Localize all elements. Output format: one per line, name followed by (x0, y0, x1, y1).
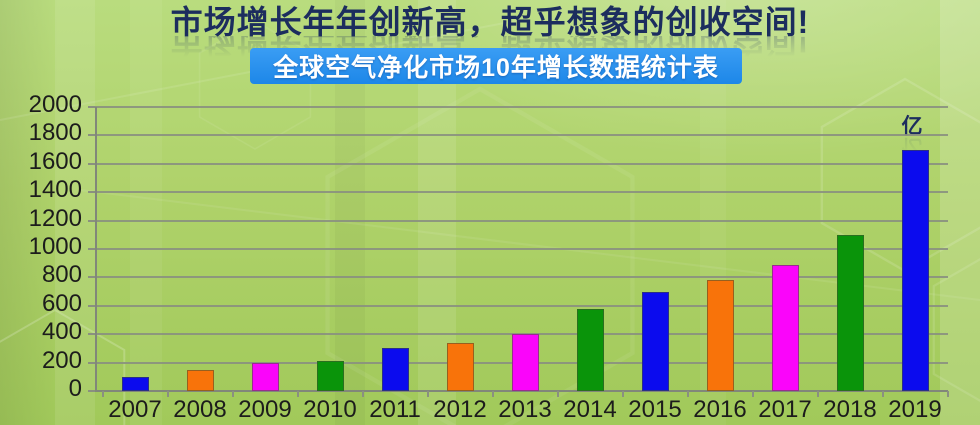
x-axis-label: 2019 (888, 396, 942, 423)
x-axis-tick (361, 391, 364, 397)
x-axis-label: 2015 (628, 396, 682, 423)
y-axis-label: 1000 (28, 233, 82, 260)
x-axis-line (95, 390, 948, 392)
x-axis-tick (556, 391, 559, 397)
page-title: 市场增长年年创新高，超乎想象的创收空间! (170, 4, 810, 40)
bar-2014 (576, 308, 604, 391)
bar-2007 (121, 376, 149, 391)
y-axis-label: 1400 (28, 176, 82, 204)
x-axis-tick (101, 391, 104, 397)
y-axis-tick (88, 134, 95, 137)
y-axis-label: 400 (41, 318, 82, 346)
x-axis-tick (231, 391, 234, 397)
unit-label: 亿 (901, 115, 923, 138)
bar-2008 (186, 369, 214, 391)
y-axis-tick (88, 191, 95, 194)
bar-2010 (316, 361, 344, 391)
bar-2016 (706, 280, 734, 391)
bar-2015 (641, 291, 669, 391)
x-axis-label: 2013 (498, 396, 552, 423)
y-axis-label: 0 (68, 375, 82, 402)
y-axis-label: 800 (41, 261, 82, 289)
x-axis-label: 2014 (563, 396, 617, 423)
x-axis-tick (491, 391, 494, 397)
y-axis-label: 600 (41, 289, 82, 317)
bar-2011 (381, 348, 409, 391)
y-axis-tick (88, 361, 95, 364)
y-axis-label: 200 (41, 346, 82, 374)
y-axis-line (95, 107, 97, 391)
gridline (95, 191, 948, 194)
y-axis-tick (88, 276, 95, 279)
x-axis-tick (946, 391, 949, 397)
bar-2009 (251, 362, 279, 391)
gridline (95, 276, 948, 279)
x-axis-tick (881, 391, 884, 397)
y-axis-tick (88, 390, 95, 392)
y-axis-label: 1600 (28, 147, 82, 175)
y-axis-tick (88, 106, 95, 108)
y-axis-tick (88, 333, 95, 336)
gridline (95, 219, 948, 222)
chart-subtitle-badge: 全球空气净化市场10年增长数据统计表 (250, 48, 742, 84)
y-axis-tick (88, 162, 95, 165)
y-axis-label: 2000 (28, 91, 82, 118)
bar-2013 (511, 334, 539, 391)
bar-2017 (771, 264, 799, 391)
x-axis-label: 2018 (823, 396, 877, 423)
y-axis-tick (88, 248, 95, 250)
x-axis-tick (621, 391, 624, 397)
x-axis-tick (816, 391, 819, 397)
gridline (95, 162, 948, 165)
y-axis-label: 1200 (28, 204, 82, 232)
x-axis-tick (296, 391, 299, 397)
x-axis-label: 2011 (369, 396, 421, 423)
x-axis-label: 2009 (238, 396, 292, 423)
gridline (95, 304, 948, 307)
x-axis-label: 2008 (173, 396, 227, 423)
x-axis-label: 2010 (303, 396, 357, 423)
gridline (95, 248, 948, 250)
x-axis-label: 2012 (433, 396, 487, 423)
x-axis-label: 2007 (108, 396, 162, 423)
gridline (95, 134, 948, 137)
bar-2012 (446, 342, 474, 391)
x-axis-tick (166, 391, 169, 397)
chart-subtitle-label: 全球空气净化市场10年增长数据统计表 (273, 54, 719, 82)
bar-2019 (901, 149, 929, 391)
y-axis-label: 1800 (28, 119, 82, 147)
x-axis-tick (686, 391, 689, 397)
y-axis-tick (88, 219, 95, 222)
gridline (95, 106, 948, 108)
x-axis-label: 2017 (758, 396, 812, 423)
x-axis-tick (426, 391, 429, 397)
y-axis-tick (88, 304, 95, 307)
x-axis-tick (751, 391, 754, 397)
bar-2018 (836, 234, 864, 391)
x-axis-label: 2016 (693, 396, 747, 423)
